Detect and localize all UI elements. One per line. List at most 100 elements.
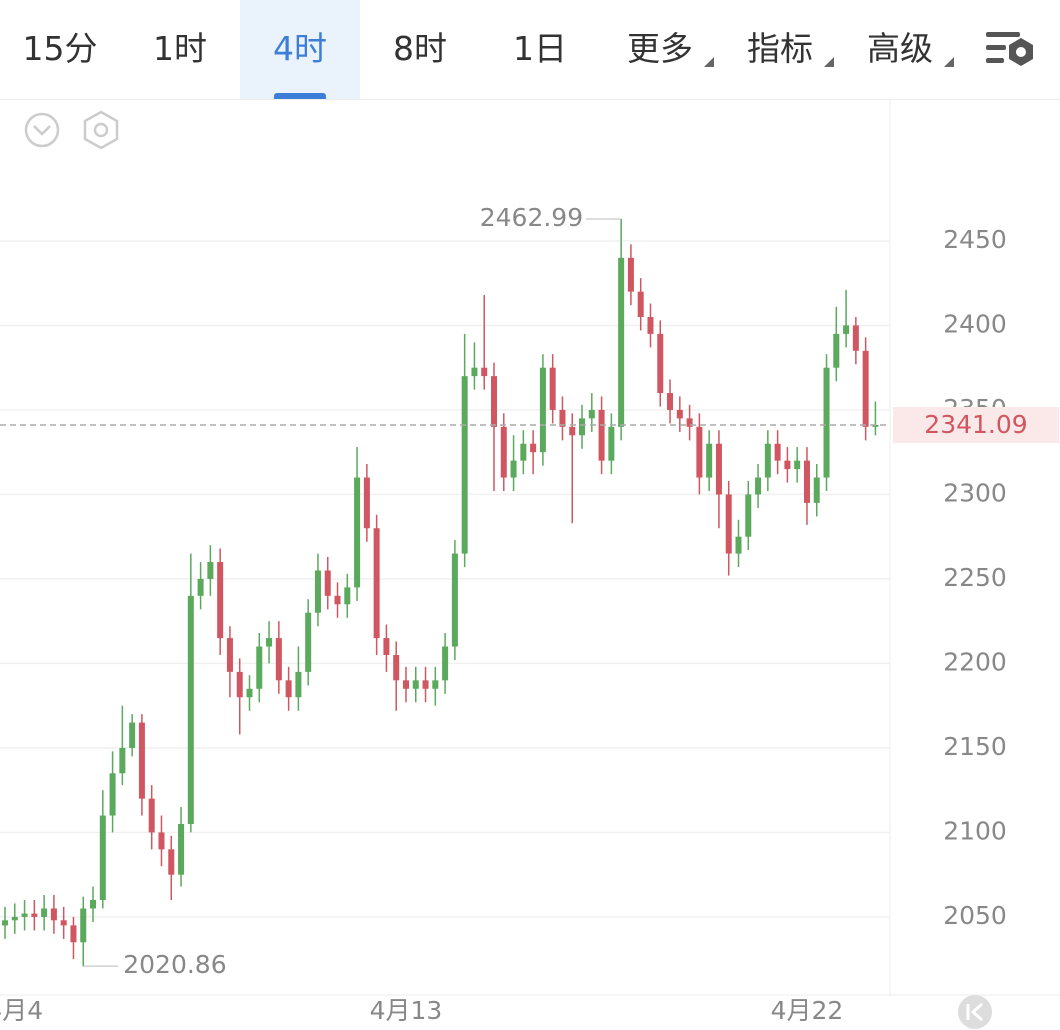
y-tick-label: 2250	[943, 563, 1007, 592]
candle-body	[402, 680, 409, 689]
candle-body	[500, 426, 507, 478]
candle-body	[794, 460, 801, 470]
candle-body	[266, 638, 273, 647]
candle-body	[138, 722, 145, 799]
candle-body	[217, 562, 224, 639]
y-tick-label: 2300	[943, 478, 1007, 507]
candle-body	[627, 257, 634, 292]
tab[interactable]: 15分	[22, 29, 98, 68]
candle-body	[187, 595, 194, 824]
timeframe-tabs: 15分 1时 4时 8时 1日 更多 指标 高级	[0, 0, 1060, 100]
y-tick-label: 2150	[943, 732, 1007, 761]
y-tick-label: 2400	[943, 309, 1007, 338]
candle-body	[90, 900, 97, 909]
candle-body	[60, 920, 67, 926]
candle-body	[432, 680, 439, 689]
settings-icon[interactable]	[83, 110, 119, 150]
candle-body	[686, 418, 693, 427]
candle-body	[510, 460, 517, 478]
candle-body	[285, 680, 292, 698]
candle-body	[334, 595, 341, 605]
candle-body	[148, 798, 155, 833]
candle-body	[539, 367, 546, 453]
candle-body	[735, 536, 742, 554]
candle-body	[618, 257, 625, 427]
candle-body	[314, 570, 321, 613]
candle-body	[197, 578, 204, 596]
candle-body	[579, 418, 586, 436]
candle-body	[373, 528, 380, 639]
candle-body	[344, 587, 351, 605]
candle-body	[588, 409, 595, 419]
candle-body	[109, 773, 116, 816]
x-tick-label: 4月4	[0, 996, 43, 1025]
candle-body	[833, 333, 840, 368]
candle-body	[725, 494, 732, 554]
candle-body	[608, 426, 615, 461]
candle-body	[520, 443, 527, 461]
candle-body	[21, 913, 28, 917]
candle-body	[862, 350, 869, 427]
candle-body	[569, 426, 576, 436]
candle-body	[295, 671, 302, 698]
candle-body	[99, 815, 106, 901]
tab[interactable]: 高级	[840, 0, 960, 99]
high-label: 2462.99	[480, 203, 583, 232]
low-label: 2020.86	[123, 950, 226, 979]
candle-body	[168, 849, 175, 875]
candle-body	[246, 688, 253, 698]
candle-body	[696, 426, 703, 478]
y-tick-label: 2200	[943, 647, 1007, 676]
collapse-icon[interactable]	[24, 112, 60, 148]
x-tick-label: 4月22	[771, 996, 844, 1025]
candle-body	[715, 443, 722, 495]
candle-body	[80, 908, 87, 943]
candle-body	[324, 570, 331, 596]
candle-body	[755, 477, 762, 495]
candle-body	[226, 638, 233, 672]
candle-body	[803, 460, 810, 503]
tab[interactable]: 1日	[513, 29, 567, 68]
scroll-latest-button[interactable]	[958, 995, 992, 1029]
candle-body	[393, 654, 400, 681]
candle-body	[676, 409, 683, 419]
tab[interactable]: 4时	[240, 0, 360, 99]
candle-body	[275, 638, 282, 681]
candle-body	[383, 638, 390, 655]
candle-body	[442, 646, 449, 681]
tab[interactable]: 指标	[720, 0, 840, 99]
candle-body	[471, 367, 478, 377]
y-tick-label: 2050	[943, 901, 1007, 930]
candle-body	[549, 367, 556, 410]
candle-body	[706, 443, 713, 478]
last-price-box	[893, 406, 1059, 443]
y-tick-label: 2100	[943, 816, 1007, 845]
candle-body	[598, 409, 605, 461]
candle-body	[451, 553, 458, 647]
tab[interactable]: 1时	[153, 29, 207, 68]
candle-body	[178, 823, 185, 875]
candle-body	[657, 333, 664, 394]
candle-body	[41, 908, 48, 917]
candle-body	[207, 562, 214, 579]
tab[interactable]: 更多	[600, 0, 720, 99]
candle-body	[422, 680, 429, 689]
candle-body	[647, 316, 654, 334]
candle-body	[774, 443, 781, 461]
candle-body	[764, 443, 771, 478]
candle-body	[637, 291, 644, 317]
candle-body	[843, 325, 850, 334]
candle-body	[158, 832, 165, 850]
candle-body	[491, 376, 497, 427]
tab[interactable]: 8时	[393, 29, 447, 68]
candle-body	[50, 908, 57, 921]
y-tick-label: 2450	[943, 225, 1007, 254]
candle-body	[119, 747, 126, 774]
candle-body	[813, 477, 820, 503]
candle-body	[129, 722, 136, 748]
candle-body	[481, 367, 488, 377]
candle-body	[2, 920, 8, 926]
candle-body	[461, 376, 468, 554]
candle-body	[559, 409, 566, 427]
